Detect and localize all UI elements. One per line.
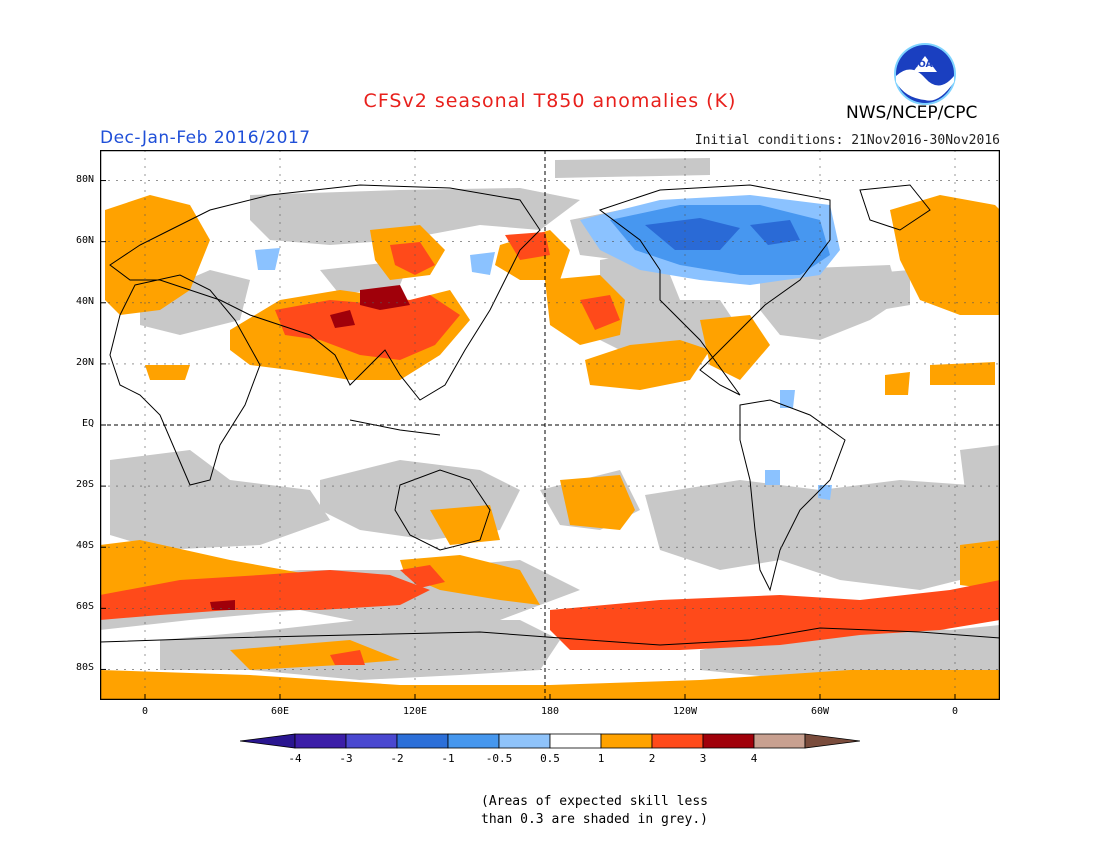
- lon-label: 120E: [402, 706, 428, 717]
- colorbar-segment: [345, 733, 398, 749]
- lat-label: 60S: [75, 601, 94, 613]
- colorbar-segment: [753, 733, 806, 749]
- lat-label: EQ: [81, 418, 94, 429]
- colorbar-label: 0.5: [540, 752, 560, 765]
- colorbar-high-end: [804, 733, 860, 749]
- colorbar-label: 1: [597, 752, 605, 765]
- colorbar-segment: [294, 733, 347, 749]
- cool-anomaly-2-3: [645, 218, 800, 250]
- colorbar-label: -1: [441, 752, 455, 765]
- lon-label: 0: [951, 706, 959, 717]
- coastlines: [100, 184, 1000, 646]
- colorbar-segment: [702, 733, 755, 749]
- colorbar-segment: [549, 733, 602, 749]
- initial-conditions-label: Initial conditions: 21Nov2016-30Nov2016: [694, 133, 1000, 148]
- colorbar-low-end: [240, 733, 296, 749]
- colorbar-segment: [447, 733, 500, 749]
- warm-anomaly-1-2: [100, 232, 1000, 665]
- warm-anomaly-2-3: [210, 285, 410, 610]
- lat-label: 80N: [75, 173, 94, 185]
- colorbar: [240, 733, 860, 749]
- season-label: Dec-Jan-Feb 2016/2017: [100, 128, 311, 148]
- colorbar-segment: [600, 733, 653, 749]
- lat-label: 40N: [75, 295, 94, 307]
- colorbar-label: -2: [390, 752, 404, 765]
- colorbar-label: 4: [750, 752, 758, 765]
- colorbar-segment: [498, 733, 551, 749]
- colorbar-segment: [651, 733, 704, 749]
- lat-label: 20N: [75, 356, 94, 368]
- chart-title: CFSv2 seasonal T850 anomalies (K): [363, 90, 737, 112]
- lat-label: 60N: [75, 234, 94, 246]
- lon-label: 60E: [270, 706, 290, 717]
- lon-label: 180: [540, 706, 560, 717]
- colorbar-label: 2: [648, 752, 656, 765]
- colorbar-segment: [396, 733, 449, 749]
- noaa-logo-text: NOAA: [911, 60, 940, 70]
- colorbar-label: -0.5: [485, 752, 513, 765]
- anomaly-map: [100, 150, 1000, 700]
- map-frame: [100, 150, 1000, 700]
- noaa-logo-icon: NOAA: [894, 43, 956, 105]
- lon-label: 120W: [672, 706, 698, 717]
- footnote-line-1: (Areas of expected skill less: [481, 794, 708, 809]
- colorbar-label: 3: [699, 752, 707, 765]
- agency-label: NWS/NCEP/CPC: [846, 103, 978, 123]
- lon-label: 0: [141, 706, 149, 717]
- footnote-line-2: than 0.3 are shaded in grey.): [481, 812, 708, 827]
- colorbar-label: -4: [288, 752, 302, 765]
- lat-label: 80S: [75, 662, 94, 674]
- lat-label: 40S: [75, 540, 94, 552]
- colorbar-label: -3: [339, 752, 353, 765]
- lon-label: 60W: [810, 706, 830, 717]
- lat-label: 20S: [75, 479, 94, 491]
